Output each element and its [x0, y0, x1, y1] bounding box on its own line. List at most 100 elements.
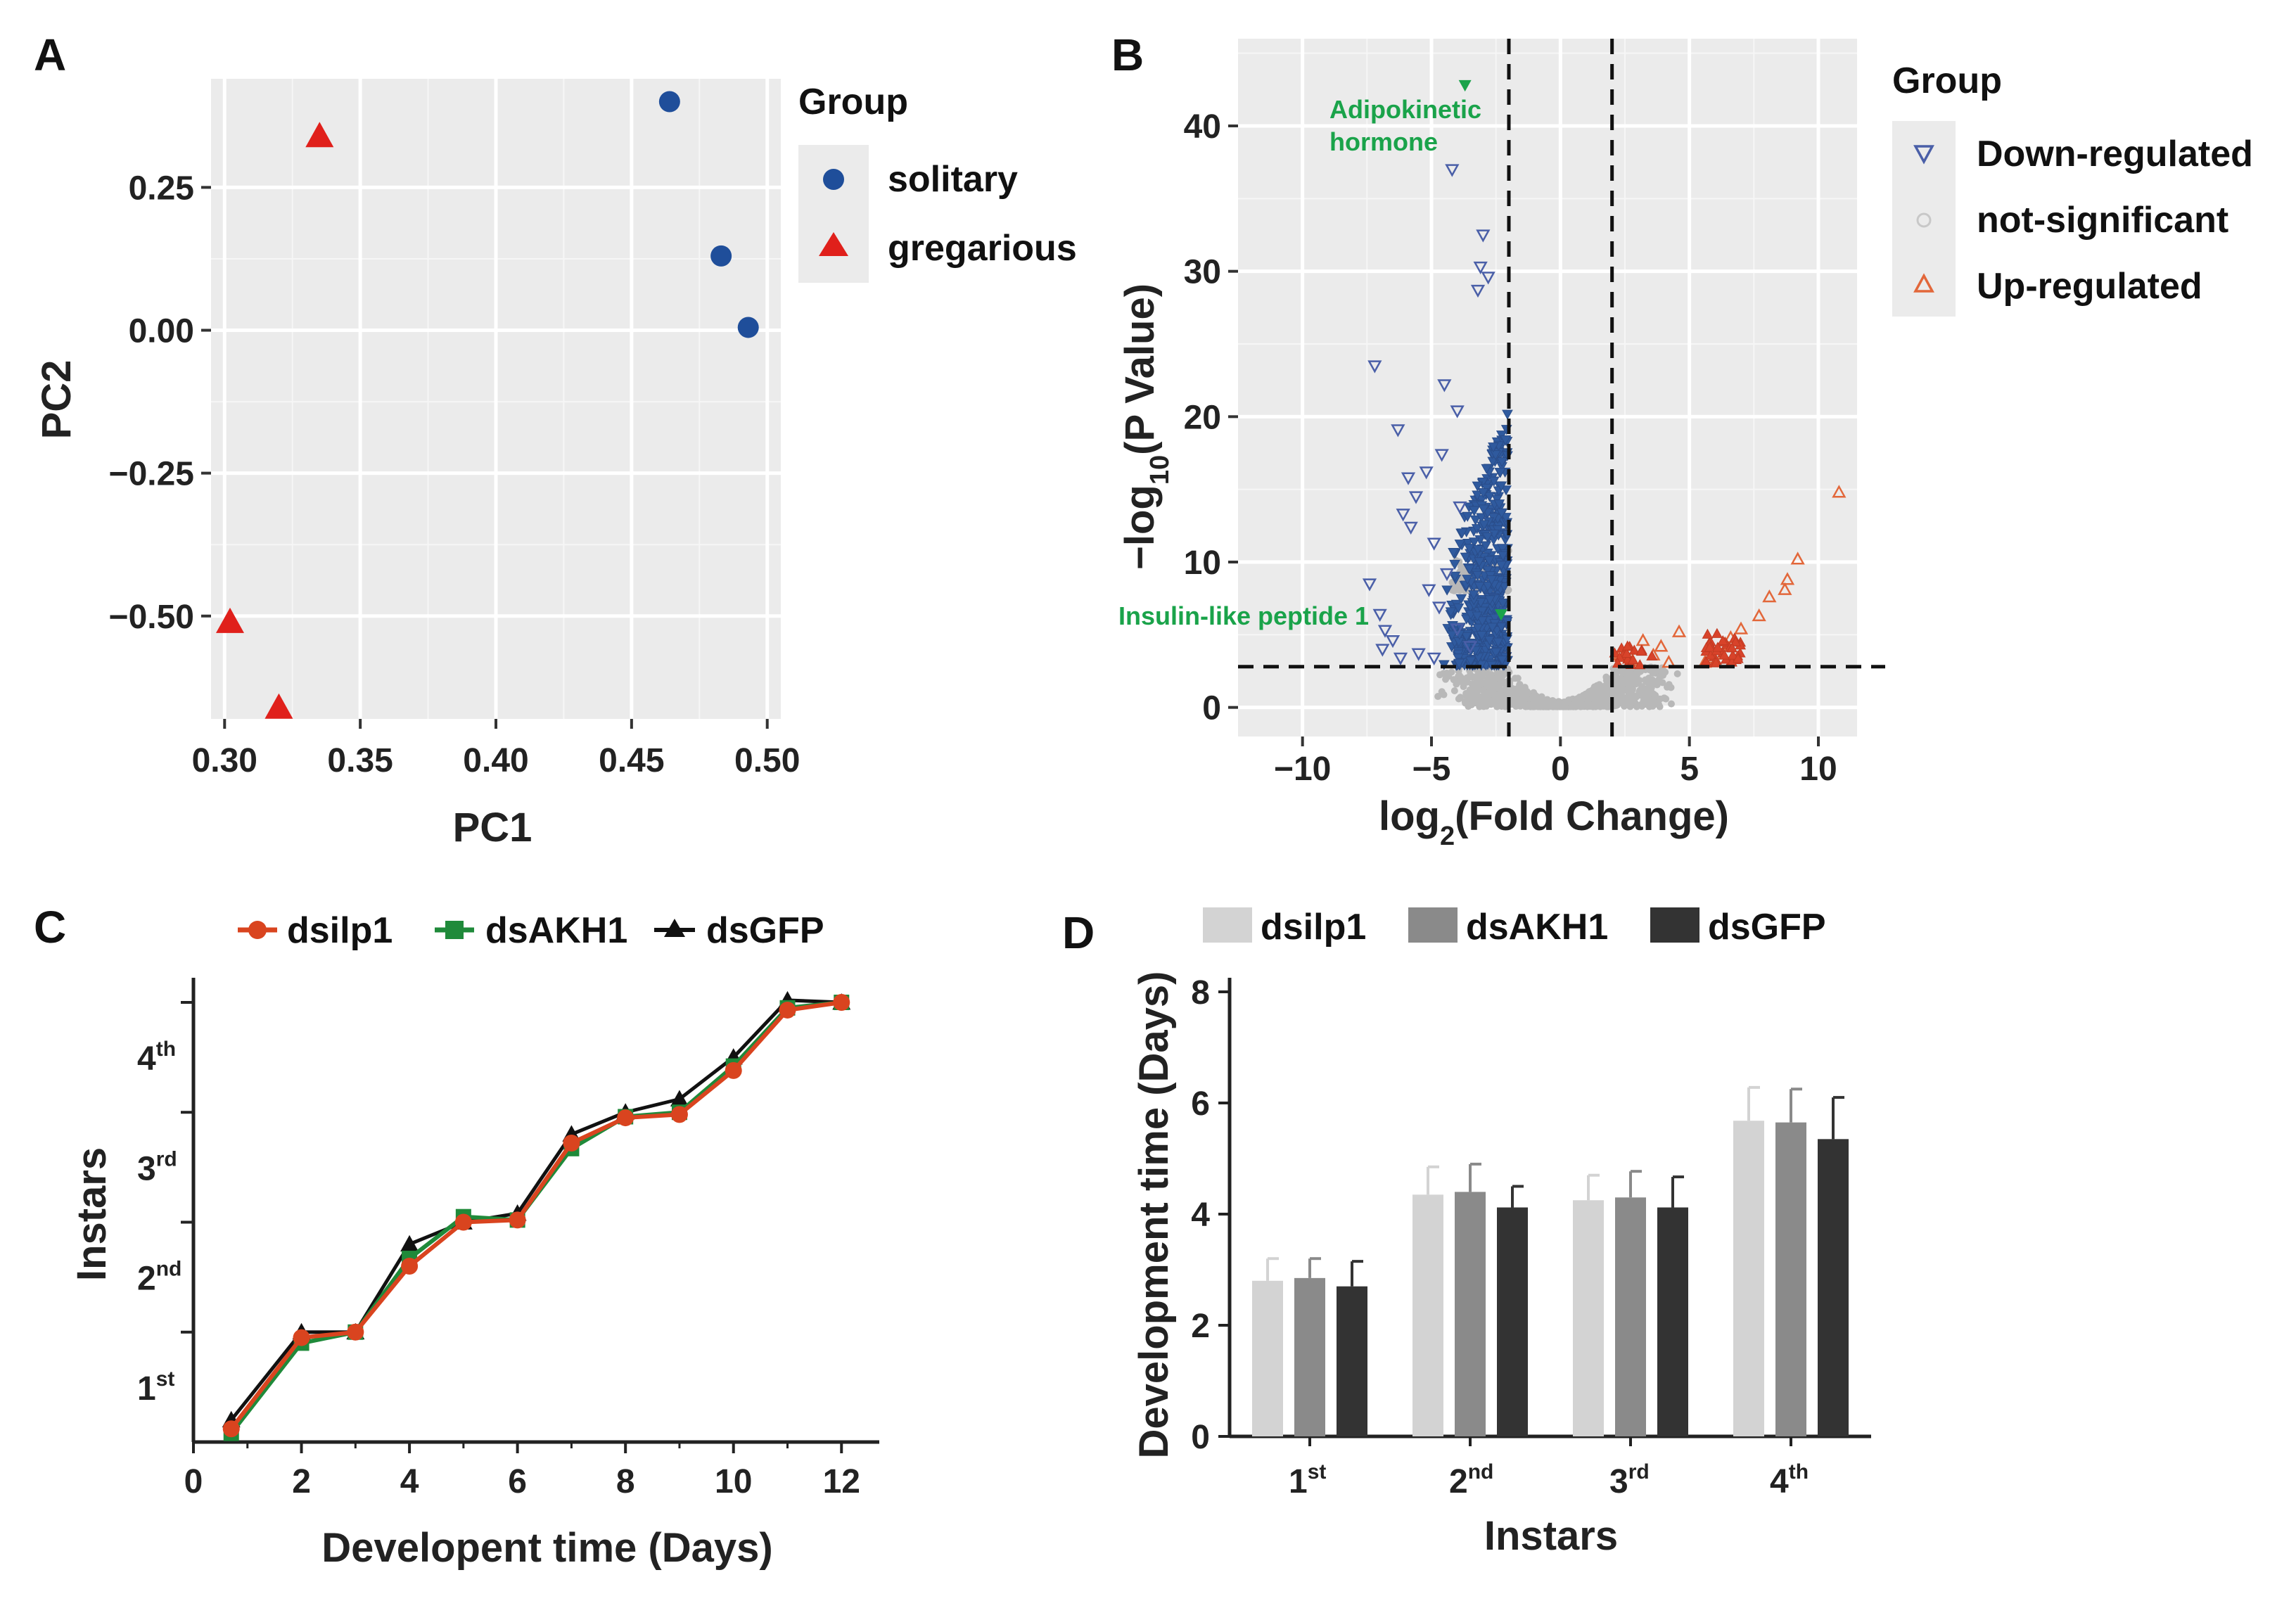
up-point: [1702, 628, 1714, 639]
down-point: [1486, 575, 1498, 586]
ns-point: [1628, 672, 1635, 680]
data-point-gregarious: [305, 122, 334, 148]
ns-point: [1442, 675, 1450, 683]
down-point: [1501, 634, 1512, 645]
bar-dsGFP: [1657, 1175, 1688, 1436]
legend-label-solitary: solitary: [888, 159, 1018, 200]
x-tick-label: 4th: [1770, 1460, 1809, 1500]
line-dsAKH1: [229, 1000, 842, 1435]
y-tick-label: 0: [1191, 1419, 1210, 1456]
data-point-solitary: [710, 245, 732, 267]
down-point: [1495, 561, 1507, 571]
down-point: [1470, 284, 1486, 298]
up-point: [1710, 657, 1722, 668]
legend-label-ns: not-significant: [1977, 200, 2228, 241]
ns-point: [1514, 702, 1522, 710]
ns-point: [1480, 687, 1488, 694]
ns-point: [1585, 696, 1593, 703]
bar-dsGFP: [1497, 1185, 1528, 1436]
legend-key-d-dsAKH1: [1408, 907, 1458, 943]
down-point: [1450, 405, 1465, 419]
up-regulated-points: [1609, 485, 1847, 670]
up-point: [1627, 654, 1639, 665]
up-point: [1671, 624, 1687, 637]
annotation-akh-line2: hormone: [1329, 127, 1438, 156]
legend-label-d-dsAKH1: dsAKH1: [1466, 907, 1608, 948]
point-dsilp1: [725, 1061, 742, 1079]
down-point: [1474, 557, 1485, 568]
ns-point: [1600, 688, 1608, 696]
ns-point: [1485, 700, 1493, 708]
down-point: [1472, 623, 1484, 634]
x-tick-label: 2: [292, 1463, 311, 1500]
down-point: [1476, 630, 1488, 642]
x-tick-label: 0.40: [463, 742, 528, 779]
down-point: [1438, 660, 1450, 670]
point-dsilp1: [454, 1213, 472, 1231]
y-tick-label: 10: [1184, 544, 1221, 582]
bar-dsilp1: [1733, 1085, 1764, 1436]
down-point: [1372, 608, 1387, 622]
legend-label-dsGFP: dsGFP: [706, 910, 824, 951]
ns-point: [1592, 688, 1600, 696]
panel-a-pca-plot: A 0.30 0.35 0.40 0.45 0.50 0.25 0.00 −0.25 −0.50…: [34, 30, 1077, 850]
ns-point: [1497, 701, 1505, 709]
up-point: [1726, 642, 1738, 653]
bar-dsAKH1: [1775, 1087, 1806, 1436]
bar-rect: [1294, 1277, 1325, 1436]
legend-label-dsAKH1: dsAKH1: [485, 910, 627, 951]
down-point: [1468, 506, 1480, 516]
down-point: [1481, 272, 1495, 285]
legend-label-d-dsilp1: dsilp1: [1261, 907, 1366, 948]
down-point: [1461, 632, 1472, 642]
down-point: [1362, 578, 1377, 592]
down-point: [1495, 622, 1507, 633]
up-point: [1780, 572, 1795, 585]
y-tick-label: 8: [1191, 974, 1210, 1012]
down-point: [1497, 599, 1509, 609]
down-point: [1427, 537, 1441, 551]
up-point: [1646, 650, 1658, 661]
legend-key-dsGFP: [664, 919, 685, 937]
y-axis-title-c: Instars: [69, 1147, 115, 1281]
point-dsilp1: [401, 1258, 419, 1275]
bar-rect: [1455, 1192, 1486, 1436]
ns-point: [1603, 703, 1611, 710]
down-point: [1445, 607, 1457, 618]
up-point: [1727, 649, 1739, 660]
x-tick-label: 3rd: [1609, 1460, 1650, 1500]
x-axis-title-b: log2(Fold Change): [1379, 793, 1729, 851]
up-point: [1778, 582, 1792, 595]
down-point: [1449, 571, 1461, 582]
down-point: [1496, 655, 1508, 666]
y-tick-label: 0.00: [129, 313, 194, 350]
down-point: [1492, 637, 1504, 648]
down-point: [1445, 164, 1460, 177]
ns-point: [1574, 696, 1581, 704]
down-point: [1422, 584, 1436, 597]
x-axis-title-a: PC1: [453, 805, 532, 850]
down-point: [1437, 379, 1452, 393]
y-axis-title-a: PC2: [34, 360, 79, 440]
down-point: [1481, 464, 1493, 474]
legend-keys-b: [1892, 121, 1956, 317]
down-point: [1367, 360, 1382, 374]
up-point: [1717, 635, 1729, 646]
legend-key-ns: [1916, 212, 1932, 228]
down-point: [1460, 552, 1472, 563]
ns-point: [1465, 701, 1472, 709]
down-point: [1484, 635, 1495, 646]
up-point: [1832, 485, 1847, 498]
ns-point: [1457, 694, 1465, 701]
legend-key-d-dsGFP: [1650, 907, 1699, 943]
down-point: [1477, 616, 1488, 627]
up-point: [1718, 649, 1730, 660]
down-point: [1500, 435, 1512, 446]
highlighted-gene-point: [1495, 609, 1507, 621]
legend-title-a: Group: [798, 82, 908, 122]
down-point: [1497, 551, 1509, 561]
x-tick-label: 0: [184, 1463, 203, 1500]
down-point: [1495, 430, 1507, 441]
ns-point: [1529, 701, 1537, 709]
up-point: [1711, 627, 1723, 638]
